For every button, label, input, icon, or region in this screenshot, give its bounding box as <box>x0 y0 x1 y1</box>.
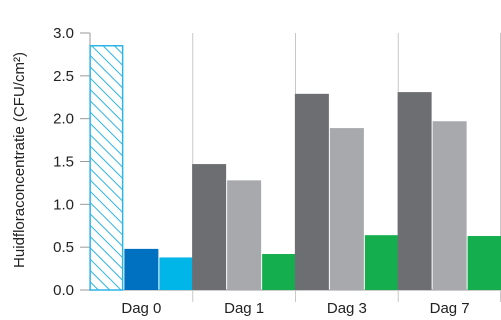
x-tick-label: Dag 1 <box>224 300 264 317</box>
y-tick-label: 3.0 <box>53 25 74 42</box>
bar <box>432 121 467 290</box>
bar <box>159 257 194 290</box>
bar <box>397 92 432 290</box>
bar <box>329 128 364 290</box>
bar <box>294 93 329 290</box>
y-axis-label: Huidfloraconcentratie (CFU/cm²) <box>11 52 28 268</box>
y-tick-label: 1.0 <box>53 196 74 213</box>
bar <box>227 180 262 290</box>
bar <box>364 235 399 290</box>
y-tick-label: 2.5 <box>53 68 74 85</box>
y-tick-label: 1.5 <box>53 154 74 171</box>
bar <box>467 236 501 290</box>
bar <box>124 248 159 290</box>
plot-area: 0.0 0.5 1.0 1.5 2.0 2.5 3.0 Dag 0 Dag 1 Dag 3 Dag … <box>53 25 501 317</box>
bar <box>262 254 297 290</box>
bar <box>89 44 124 291</box>
x-tick-label: Dag 3 <box>327 300 367 317</box>
bar <box>192 164 227 290</box>
x-tick-label: Dag 7 <box>430 300 470 317</box>
y-tick-label: 0.5 <box>53 239 74 256</box>
y-tick-label: 0.0 <box>53 282 74 299</box>
y-tick-label: 2.0 <box>53 111 74 128</box>
x-tick-label: Dag 0 <box>121 300 161 317</box>
